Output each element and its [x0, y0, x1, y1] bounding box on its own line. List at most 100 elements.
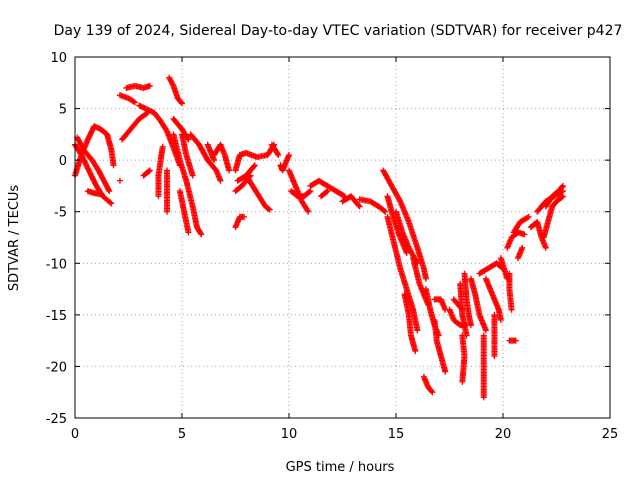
satellite-track — [514, 244, 526, 262]
data-point — [130, 98, 137, 105]
data-point — [89, 174, 96, 181]
data-point — [107, 199, 114, 206]
data-point — [525, 213, 532, 220]
data-point — [88, 172, 95, 179]
data-point — [84, 165, 91, 172]
data-point — [179, 100, 185, 107]
satellite-track — [410, 255, 432, 308]
satellite-track — [123, 82, 153, 91]
data-point — [304, 207, 311, 214]
satellite-track — [176, 188, 192, 236]
data-point — [428, 388, 435, 395]
data-point — [106, 188, 113, 195]
data-point — [512, 337, 519, 344]
data-point — [429, 389, 436, 396]
data-point — [559, 182, 566, 189]
data-point — [246, 173, 253, 180]
satellite-track — [480, 332, 487, 401]
satellite-track — [491, 311, 498, 360]
satellite-track — [506, 270, 515, 313]
y-tick-label: -25 — [46, 412, 67, 427]
data-point — [305, 208, 312, 215]
x-axis-label: GPS time / hours — [286, 460, 395, 475]
data-point — [497, 317, 504, 324]
data-point — [356, 203, 363, 210]
satellite-track — [540, 193, 566, 241]
satellite-track — [318, 188, 331, 200]
data-point — [185, 136, 192, 143]
x-tick-label: 0 — [71, 427, 79, 442]
data-point — [92, 180, 99, 187]
satellite-track — [136, 102, 183, 169]
grid-lines — [75, 57, 610, 418]
satellite-track — [461, 270, 474, 329]
data-point — [559, 183, 566, 190]
data-point — [306, 188, 313, 195]
data-point — [164, 167, 171, 174]
data-point — [275, 151, 282, 158]
data-point — [508, 306, 515, 313]
data-point — [323, 188, 330, 195]
satellite-track — [170, 115, 192, 143]
data-point — [559, 193, 566, 200]
data-point — [131, 99, 138, 106]
data-point — [274, 150, 281, 157]
satellite-track — [506, 337, 519, 344]
y-tick-label: -5 — [54, 206, 67, 221]
data-point — [90, 176, 97, 183]
satellite-track — [431, 317, 449, 375]
satellite-track — [211, 141, 233, 174]
satellite-track — [339, 193, 363, 210]
satellite-track — [457, 280, 470, 339]
data-point — [250, 163, 257, 170]
satellite-track — [164, 167, 171, 215]
data-point — [519, 244, 526, 251]
satellite-track — [232, 172, 254, 195]
satellite-track — [204, 141, 218, 164]
data-point — [178, 99, 185, 106]
data-point — [382, 208, 389, 215]
data-point — [412, 347, 419, 354]
satellite-track — [420, 373, 436, 396]
data-point — [247, 172, 254, 179]
satellite-track — [459, 332, 468, 385]
y-tick-label: -15 — [46, 309, 67, 324]
data-point — [87, 170, 94, 177]
data-point — [88, 173, 95, 180]
x-tick-label: 15 — [388, 427, 405, 442]
x-tick-label: 20 — [495, 427, 512, 442]
data-point — [226, 167, 233, 174]
data-point — [491, 353, 498, 360]
data-point — [467, 322, 474, 329]
data-points — [72, 74, 566, 401]
data-point — [340, 192, 347, 199]
satellite-track — [307, 177, 348, 200]
satellite-track — [155, 143, 166, 200]
satellite-track — [277, 151, 292, 174]
data-point — [198, 231, 205, 238]
data-point — [324, 188, 331, 195]
satellite-track — [84, 188, 104, 198]
data-point — [163, 126, 170, 133]
data-point — [251, 162, 258, 169]
satellite-track — [170, 131, 205, 238]
satellite-track — [542, 182, 566, 210]
data-point — [265, 205, 272, 212]
data-point — [459, 378, 466, 385]
data-point — [146, 82, 153, 89]
data-point — [521, 231, 528, 238]
satellite-track — [166, 74, 185, 107]
data-point — [542, 244, 549, 251]
satellite-track — [116, 92, 138, 106]
satellite-track — [187, 131, 224, 184]
satellite-track — [74, 134, 113, 195]
satellite-track — [380, 167, 429, 282]
satellite-track — [179, 131, 196, 179]
data-point — [355, 202, 362, 209]
data-point — [197, 230, 204, 237]
data-point — [217, 177, 224, 184]
x-tick-label: 10 — [281, 427, 298, 442]
data-point — [145, 168, 152, 175]
data-point — [422, 275, 429, 282]
